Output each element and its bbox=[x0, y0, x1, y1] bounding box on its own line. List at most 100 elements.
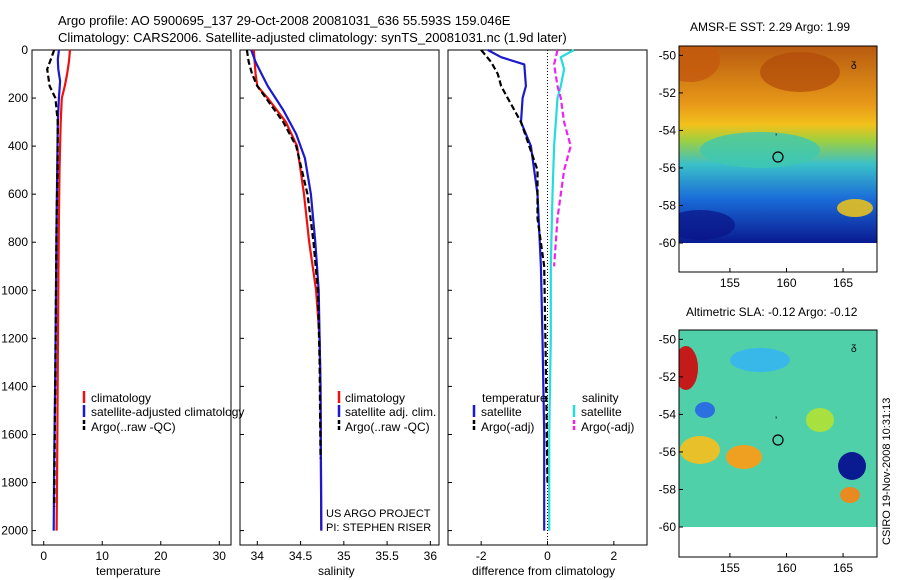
salinity-axis-label: salinity bbox=[318, 564, 355, 578]
map-y-tick-label: -54 bbox=[659, 123, 677, 137]
sla-map-blank bbox=[679, 527, 877, 557]
map-x-tick-label: 155 bbox=[720, 561, 740, 575]
x-tick-label: 30 bbox=[213, 549, 227, 563]
float-track-icon: ʼ bbox=[775, 133, 777, 144]
y-tick-label: 2000 bbox=[1, 524, 28, 538]
map-x-tick-label: 160 bbox=[776, 276, 796, 290]
x-tick-label: 0 bbox=[544, 549, 551, 563]
salinity-panel-frame bbox=[239, 49, 440, 546]
y-tick-label: 400 bbox=[8, 139, 28, 153]
sst-cold-patch bbox=[679, 210, 735, 240]
difference-legend: temperature salinity satellite Argo(-adj… bbox=[472, 391, 634, 434]
legend-title-salinity: salinity bbox=[582, 391, 619, 405]
x-tick-label: 0 bbox=[40, 549, 47, 563]
sla-map bbox=[679, 330, 877, 527]
y-tick-label: 0 bbox=[21, 43, 28, 57]
pi-annotation: PI: STEPHEN RISER bbox=[326, 522, 431, 534]
x-tick-label: 2 bbox=[610, 549, 617, 563]
legend-label-satellite: satellite adj. clim. bbox=[345, 405, 436, 419]
series-line-climatology bbox=[55, 49, 72, 531]
sla-low bbox=[838, 452, 866, 480]
sst-warm-patch bbox=[679, 46, 720, 82]
y-tick-label: 1400 bbox=[1, 379, 28, 393]
sla-map-axes: -50 -52 -54 -56 -58 -60 155 160 165 bbox=[659, 332, 854, 575]
legend-label-climatology: climatology bbox=[345, 391, 405, 405]
series-line-salinity-argo-adj- bbox=[552, 49, 572, 267]
sla-low bbox=[695, 402, 715, 418]
sla-high bbox=[679, 346, 698, 390]
map-y-tick-label: -50 bbox=[659, 48, 677, 62]
legend-label-argo: Argo(..raw -QC) bbox=[91, 420, 176, 434]
temperature-panel-frame bbox=[31, 49, 232, 546]
map-y-tick-label: -52 bbox=[659, 370, 677, 384]
header-line-2: Climatology: CARS2006. Satellite-adjuste… bbox=[58, 30, 567, 45]
sla-high bbox=[680, 436, 720, 464]
station-icon: ᵹ bbox=[851, 342, 857, 353]
series-line-argo-raw-qc- bbox=[46, 49, 59, 507]
side-stamp: CSIRO 19-Nov-2008 10:31:13 bbox=[881, 398, 893, 545]
legend-label-climatology: climatology bbox=[91, 391, 151, 405]
sla-low bbox=[730, 348, 790, 372]
y-tick-label: 1600 bbox=[1, 427, 28, 441]
series-line-temperature-argo-adj- bbox=[480, 49, 549, 483]
x-tick-label: 35.5 bbox=[375, 549, 399, 563]
y-tick-label: 600 bbox=[8, 187, 28, 201]
salinity-legend: climatology satellite adj. clim. Argo(..… bbox=[326, 391, 436, 534]
legend-label-satellite: satellite-adjusted climatology bbox=[91, 405, 244, 419]
sla-map-frame bbox=[678, 329, 878, 558]
map-y-tick-label: -60 bbox=[659, 236, 677, 250]
float-track-icon: ʼ bbox=[775, 416, 777, 427]
sst-cool-tongue bbox=[700, 132, 820, 168]
project-annotation: US ARGO PROJECT bbox=[326, 508, 431, 520]
legend-label-sal-satellite: satellite bbox=[581, 405, 622, 419]
x-tick-label: 10 bbox=[96, 549, 110, 563]
sst-warm-intrusion bbox=[837, 199, 873, 217]
map-y-tick-label: -52 bbox=[659, 86, 677, 100]
sla-high bbox=[806, 408, 834, 432]
sst-warm-patch bbox=[760, 52, 840, 92]
temperature-axis-label: temperature bbox=[96, 564, 161, 578]
series-line-salinity-satellite bbox=[548, 49, 575, 531]
argo-float-marker bbox=[772, 434, 784, 446]
map-y-tick-label: -58 bbox=[659, 482, 677, 496]
y-tick-label: 200 bbox=[8, 91, 28, 105]
y-tick-label: 1800 bbox=[1, 476, 28, 490]
sla-high bbox=[840, 487, 860, 503]
header-line-1: Argo profile: AO 5900695_137 29-Oct-2008… bbox=[58, 13, 511, 28]
station-icon: ᵹ bbox=[851, 59, 857, 70]
legend-label-temp-argo: Argo(-adj) bbox=[481, 420, 534, 434]
y-tick-label: 800 bbox=[8, 235, 28, 249]
map-y-tick-label: -50 bbox=[659, 332, 677, 346]
x-tick-label: -2 bbox=[476, 549, 487, 563]
map-y-tick-label: -60 bbox=[659, 520, 677, 534]
map-x-tick-label: 165 bbox=[833, 561, 853, 575]
map-y-tick-label: -54 bbox=[659, 407, 677, 421]
map-y-tick-label: -56 bbox=[659, 161, 677, 175]
temperature-legend: climatology satellite-adjusted climatolo… bbox=[82, 391, 244, 434]
series-line-satellite-adj-clim- bbox=[250, 49, 323, 531]
series-line-temperature-satellite bbox=[487, 49, 546, 531]
y-tick-label: 1200 bbox=[1, 331, 28, 345]
x-tick-label: 35 bbox=[337, 549, 351, 563]
temperature-plot-area: 0 200 400 600 800 1000 1200 1400 1600 1800 2000 0 10… bbox=[1, 43, 226, 563]
difference-plot-area: -2 0 2 bbox=[448, 49, 617, 563]
legend-title-temperature: temperature bbox=[482, 391, 547, 405]
difference-axis-label: difference from climatology bbox=[472, 564, 615, 578]
series-line-climatology bbox=[252, 49, 323, 531]
map-y-tick-label: -58 bbox=[659, 198, 677, 212]
x-tick-label: 20 bbox=[154, 549, 168, 563]
sla-map-title: Altimetric SLA: -0.12 Argo: -0.12 bbox=[686, 305, 858, 319]
sla-high bbox=[726, 445, 762, 469]
legend-label-temp-satellite: satellite bbox=[481, 405, 522, 419]
sst-map-axes: -50 -52 -54 -56 -58 -60 155 160 165 bbox=[659, 48, 854, 290]
legend-label-argo: Argo(..raw -QC) bbox=[345, 420, 430, 434]
argo-float-marker bbox=[772, 151, 784, 163]
y-tick-label: 1000 bbox=[1, 283, 28, 297]
salinity-plot-area: 34 34.5 35 35.5 36 bbox=[240, 49, 438, 563]
x-tick-label: 34.5 bbox=[289, 549, 313, 563]
legend-label-sal-argo: Argo(-adj) bbox=[581, 420, 634, 434]
x-tick-label: 36 bbox=[424, 549, 438, 563]
sst-map bbox=[679, 46, 877, 243]
map-y-tick-label: -56 bbox=[659, 445, 677, 459]
